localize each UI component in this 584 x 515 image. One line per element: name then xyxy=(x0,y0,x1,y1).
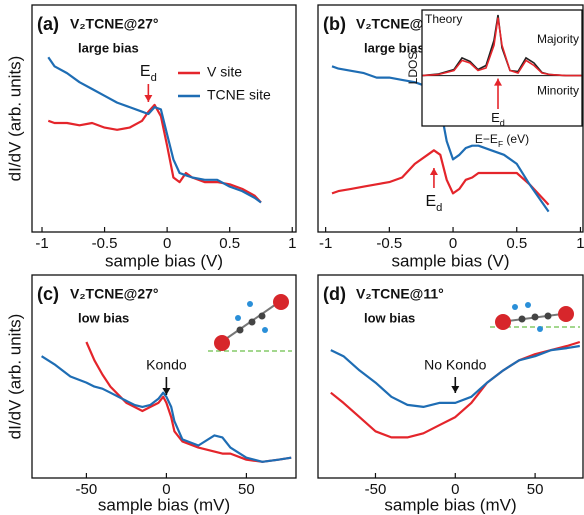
arrow-head xyxy=(451,386,459,393)
data-line xyxy=(86,342,291,462)
legend-label: TCNE site xyxy=(207,87,271,103)
x-tick-label: 1 xyxy=(288,235,296,252)
y-axis-label: dI/dV (arb. units) xyxy=(5,56,24,182)
inset-label: Majority xyxy=(537,32,579,46)
x-tick-label: 0 xyxy=(449,235,457,252)
x-axis-label: sample bias (V) xyxy=(105,251,223,270)
inset-label: Theory xyxy=(425,12,462,26)
x-tick-label: -1 xyxy=(319,235,332,252)
x-tick-label: -0.5 xyxy=(376,235,402,252)
text-part: E−E xyxy=(475,132,498,146)
molecule-icon xyxy=(490,302,580,332)
inset-y-label: LDOS xyxy=(406,52,420,85)
panel-label: (d) xyxy=(323,284,346,304)
arrow-head xyxy=(430,168,438,175)
subscript: d xyxy=(151,72,157,84)
annotation: Ed xyxy=(140,63,157,84)
figure: -1 -0.5 0 0.5 1 sample bias (V) dI/dV (arb. un… xyxy=(0,0,584,515)
panel-title: V₂TCNE@27° xyxy=(70,286,159,302)
x-tick-label: -1 xyxy=(35,235,48,252)
text-part: E xyxy=(425,193,436,210)
data-line xyxy=(331,346,580,407)
x-tick-label: 0.5 xyxy=(506,235,527,252)
inset-label: Minority xyxy=(537,84,579,98)
panel-label: (a) xyxy=(37,14,59,34)
x-tick-label: -50 xyxy=(76,481,98,498)
molecule-icon xyxy=(208,294,292,351)
text-part: (eV) xyxy=(503,132,529,146)
x-tick-label: 50 xyxy=(238,481,255,498)
panel-subtitle: low bias xyxy=(364,310,415,325)
annotation: No Kondo xyxy=(424,357,486,373)
arrow-head xyxy=(144,95,152,102)
inset-background xyxy=(422,10,582,126)
x-axis-label: sample bias (mV) xyxy=(384,495,516,514)
x-axis-label: sample bias (mV) xyxy=(98,495,230,514)
x-tick-label: 50 xyxy=(527,481,544,498)
y-axis-label: dI/dV (arb. units) xyxy=(5,314,24,440)
subscript: d xyxy=(436,202,442,214)
text-part: E xyxy=(491,110,500,125)
panel-subtitle: large bias xyxy=(78,40,139,55)
x-tick-label: -0.5 xyxy=(92,235,118,252)
panel-frame xyxy=(318,275,583,478)
panel-label: (c) xyxy=(37,284,59,304)
x-axis-label: sample bias (V) xyxy=(391,251,509,270)
data-line xyxy=(48,105,261,203)
legend-label: V site xyxy=(207,64,242,80)
panel-subtitle: low bias xyxy=(78,310,129,325)
panel-title: V₂TCNE@27° xyxy=(70,16,159,32)
x-tick-label: 0 xyxy=(163,235,171,252)
panel-label: (b) xyxy=(323,14,346,34)
data-line xyxy=(332,150,549,205)
x-tick-label: 1 xyxy=(576,235,584,252)
subscript: d xyxy=(500,118,505,128)
x-tick-label: -50 xyxy=(365,481,387,498)
x-tick-label: 0.5 xyxy=(219,235,240,252)
annotation: Kondo xyxy=(146,357,187,373)
annotation: Ed xyxy=(425,193,442,214)
text-part: E xyxy=(140,63,151,80)
page: -1 -0.5 0 0.5 1 sample bias (V) dI/dV (arb. un… xyxy=(0,0,584,515)
panel-title: V₂TCNE@11° xyxy=(356,286,444,302)
